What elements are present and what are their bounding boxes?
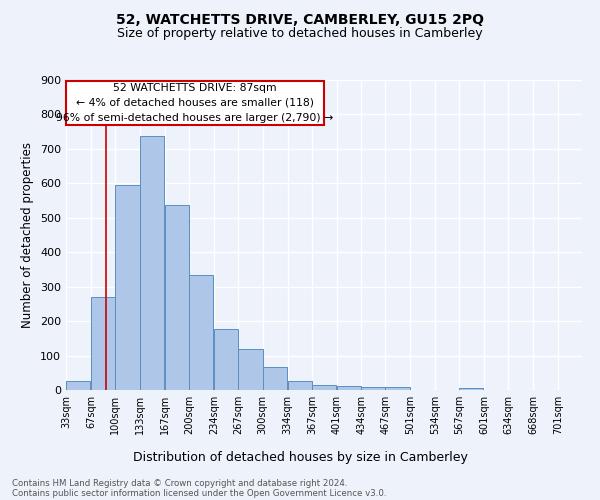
- Text: 52 WATCHETTS DRIVE: 87sqm
← 4% of detached houses are smaller (118)
96% of semi-: 52 WATCHETTS DRIVE: 87sqm ← 4% of detach…: [56, 83, 334, 122]
- Text: Contains HM Land Registry data © Crown copyright and database right 2024.: Contains HM Land Registry data © Crown c…: [12, 478, 347, 488]
- Bar: [214, 328, 238, 390]
- Bar: [91, 297, 115, 390]
- Text: Distribution of detached houses by size in Camberley: Distribution of detached houses by size …: [133, 451, 467, 464]
- FancyBboxPatch shape: [66, 80, 323, 125]
- Bar: [287, 382, 312, 390]
- Bar: [263, 367, 287, 390]
- Bar: [459, 388, 484, 390]
- Text: Contains public sector information licensed under the Open Government Licence v3: Contains public sector information licen…: [12, 488, 386, 498]
- Bar: [361, 386, 385, 390]
- Y-axis label: Number of detached properties: Number of detached properties: [22, 142, 34, 328]
- Bar: [189, 274, 213, 390]
- Bar: [140, 136, 164, 390]
- Bar: [115, 185, 140, 390]
- Bar: [337, 386, 361, 390]
- Bar: [164, 205, 189, 390]
- Bar: [66, 380, 90, 390]
- Bar: [385, 386, 410, 390]
- Text: Size of property relative to detached houses in Camberley: Size of property relative to detached ho…: [117, 28, 483, 40]
- Bar: [312, 385, 336, 390]
- Bar: [238, 348, 263, 390]
- Text: 52, WATCHETTS DRIVE, CAMBERLEY, GU15 2PQ: 52, WATCHETTS DRIVE, CAMBERLEY, GU15 2PQ: [116, 12, 484, 26]
